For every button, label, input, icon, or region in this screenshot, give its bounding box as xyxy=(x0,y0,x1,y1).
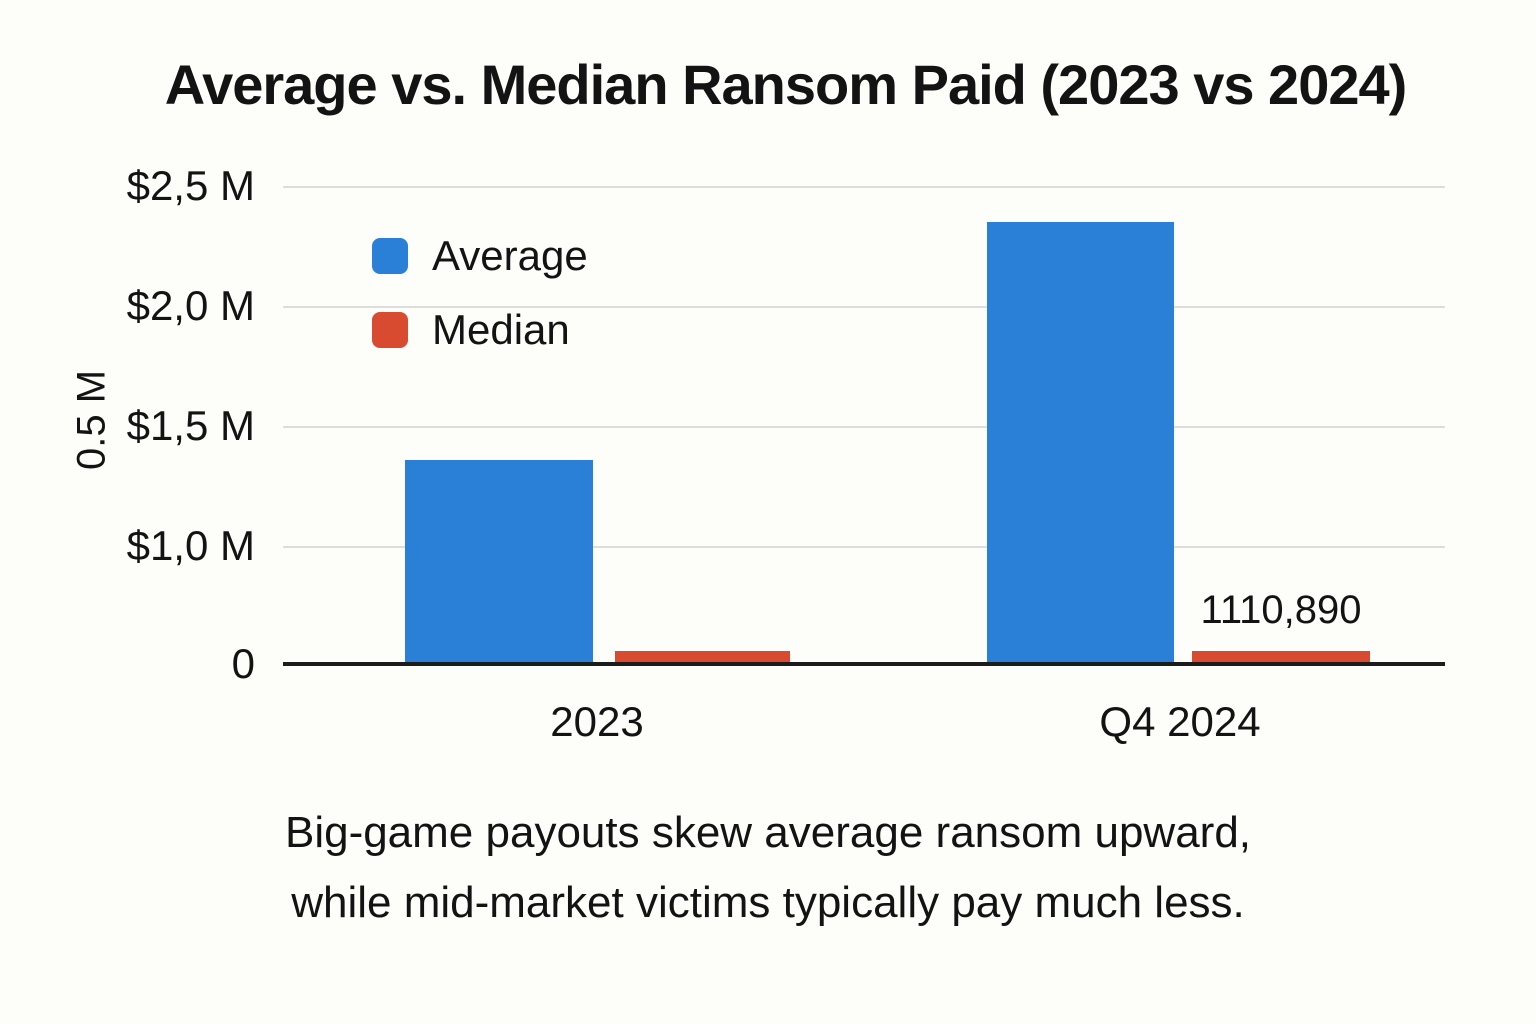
legend: Average Median xyxy=(372,232,588,354)
bar-value-label: 1110,890 xyxy=(1201,588,1362,633)
legend-label: Average xyxy=(432,232,588,280)
legend-item-median: Median xyxy=(372,306,588,354)
chart-title: Average vs. Median Ransom Paid (2023 vs … xyxy=(35,52,1536,117)
plot-area: Average Median 1110,890 xyxy=(283,186,1445,664)
chart-canvas: Average vs. Median Ransom Paid (2023 vs … xyxy=(0,0,1536,1024)
y-tick-label: $1,0 M xyxy=(127,522,255,570)
caption-line-1: Big-game payouts skew average ransom upw… xyxy=(0,808,1536,858)
median-swatch-icon xyxy=(372,312,408,348)
average-swatch-icon xyxy=(372,238,408,274)
gridline xyxy=(283,426,1445,428)
x-category-label-q4-2024: Q4 2024 xyxy=(1099,698,1260,746)
x-axis-line xyxy=(283,662,1445,666)
y-tick-label: $2,5 M xyxy=(127,162,255,210)
legend-label: Median xyxy=(432,306,570,354)
x-category-label-2023: 2023 xyxy=(550,698,643,746)
y-tick-label: 0 xyxy=(232,640,255,688)
legend-item-average: Average xyxy=(372,232,588,280)
y-axis-tick-labels: $2,5 M$2,0 M$1,5 M$1,0 M0 xyxy=(95,186,255,664)
bar-average-2023 xyxy=(405,460,593,664)
caption-line-2: while mid-market victims typically pay m… xyxy=(0,878,1536,928)
gridline xyxy=(283,186,1445,188)
y-tick-label: $2,0 M xyxy=(127,282,255,330)
y-tick-label: $1,5 M xyxy=(127,402,255,450)
bar-average-q4-2024 xyxy=(987,222,1174,664)
